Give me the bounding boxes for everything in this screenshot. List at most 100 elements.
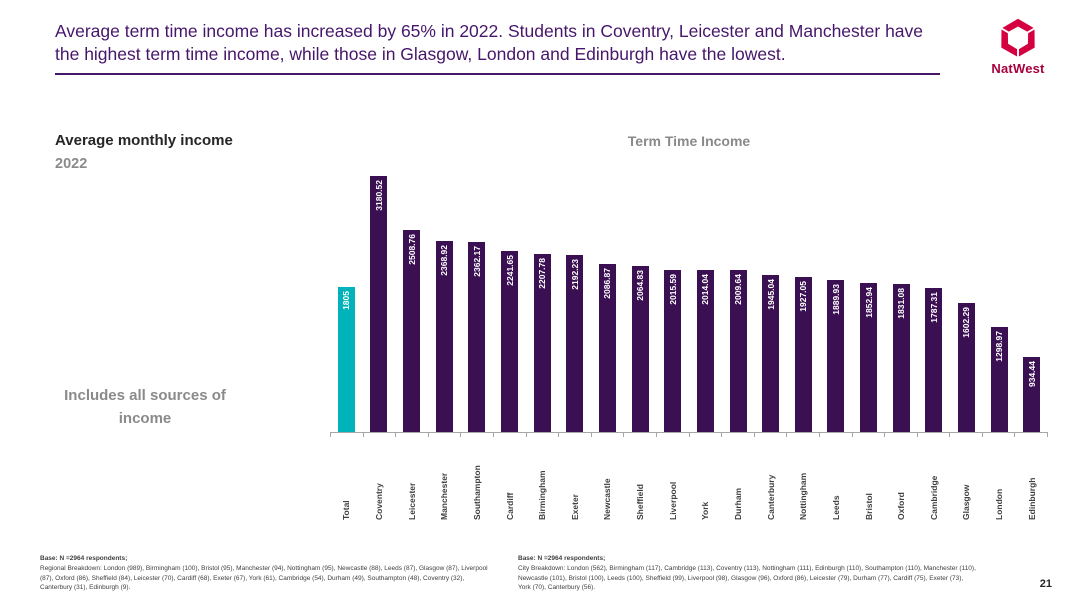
- left-heading-title: Average monthly income: [55, 132, 233, 149]
- axis-tick: [853, 433, 886, 437]
- category-label-southampton: Southampton: [461, 437, 494, 520]
- axis-tick: [820, 433, 853, 437]
- category-label-text: Total: [341, 500, 352, 520]
- category-label-glasgow: Glasgow: [950, 437, 983, 520]
- category-label-text: Liverpool: [667, 481, 678, 520]
- category-label-text: Southampton: [471, 465, 482, 520]
- bar-slot-sheffield: 2064.83: [624, 266, 657, 432]
- category-label-text: Leeds: [830, 495, 841, 520]
- category-axis-labels: Total Coventry Leicester Manchester Southamp…: [330, 437, 1048, 520]
- footnote-regional-base: Base: N =2964 respondents;: [40, 555, 128, 562]
- category-label-text: York: [700, 501, 711, 520]
- bar-value-liverpool: 2015.59: [667, 274, 678, 305]
- bar-value-manchester: 2368.92: [439, 245, 450, 276]
- bar-chart: 1805 3180.52 2508.76 2368.92 2362.17 2241.65 2…: [330, 158, 1049, 520]
- category-label-text: Exeter: [569, 494, 580, 520]
- bar-birmingham: 2207.78: [533, 254, 551, 432]
- bar-slot-exeter: 2192.23: [558, 255, 591, 432]
- axis-tick: [559, 433, 592, 437]
- axis-tick: [690, 433, 723, 437]
- bar-value-durham: 2009.64: [733, 274, 743, 305]
- category-label-liverpool: Liverpool: [656, 437, 689, 520]
- category-label-cardiff: Cardiff: [493, 437, 526, 520]
- bar-newcastle: 2086.87: [598, 264, 616, 432]
- chart-plot-area: 1805 3180.52 2508.76 2368.92 2362.17 2241.65 2…: [330, 158, 1048, 433]
- bar-southampton: 2362.17: [468, 242, 486, 432]
- bar-value-newcastle: 2086.87: [602, 268, 613, 299]
- bar-nottingham: 1927.05: [794, 277, 812, 432]
- axis-tick: [331, 433, 364, 437]
- category-label-cambridge: Cambridge: [918, 437, 951, 520]
- bar-slot-bristol: 1852.94: [852, 283, 885, 432]
- bar-total: 1805: [337, 287, 355, 432]
- bar-slot-durham: 2009.64: [722, 270, 755, 432]
- category-label-text: Bristol: [863, 493, 874, 520]
- axis-tick: [950, 433, 983, 437]
- bar-leicester: 2508.76: [403, 230, 421, 432]
- category-label-london: London: [983, 437, 1016, 520]
- bar-manchester: 2368.92: [435, 241, 453, 432]
- category-label-text: London: [994, 488, 1005, 520]
- bar-value-oxford: 1831.08: [896, 288, 907, 319]
- category-label-text: Nottingham: [798, 472, 809, 520]
- bar-slot-cambridge: 1787.31: [918, 288, 951, 432]
- bar-slot-total: 1805: [330, 287, 363, 432]
- bar-value-coventry: 3180.52: [373, 180, 384, 211]
- axis-tick: [396, 433, 429, 437]
- bar-slot-cardiff: 2241.65: [493, 251, 526, 432]
- footnote-regional: Base: N =2964 respondents; Regional Brea…: [40, 554, 492, 593]
- bar-london: 1298.97: [990, 327, 1008, 432]
- natwest-wordmark: NatWest: [991, 61, 1045, 76]
- bar-cambridge: 1787.31: [925, 288, 943, 432]
- category-label-text: Cardiff: [504, 492, 515, 520]
- category-label-manchester: Manchester: [428, 437, 461, 520]
- axis-tick: [461, 433, 494, 437]
- category-label-text: Oxford: [896, 492, 907, 520]
- bar-leeds: 1889.93: [827, 280, 845, 432]
- category-label-text: Glasgow: [961, 484, 972, 520]
- category-label-text: Birmingham: [537, 470, 548, 520]
- axis-tick: [429, 433, 462, 437]
- category-label-text: Durham: [733, 487, 743, 520]
- bar-slot-leeds: 1889.93: [820, 280, 853, 432]
- category-label-text: Leicester: [406, 482, 417, 520]
- category-label-oxford: Oxford: [885, 437, 918, 520]
- category-label-text: Edinburgh: [1026, 477, 1037, 521]
- category-label-edinburgh: Edinburgh: [1015, 437, 1048, 521]
- bar-slot-birmingham: 2207.78: [526, 254, 559, 432]
- natwest-logo: NatWest: [982, 16, 1054, 76]
- axis-tick: [657, 433, 690, 437]
- bar-value-bristol: 1852.94: [863, 287, 874, 318]
- bar-exeter: 2192.23: [566, 255, 584, 432]
- category-label-york: York: [689, 437, 722, 520]
- chart-title: Term Time Income: [627, 133, 751, 149]
- category-label-bristol: Bristol: [852, 437, 885, 520]
- footnote-city: Base: N =2964 respondents; City Breakdow…: [518, 554, 976, 593]
- bar-slot-canterbury: 1945.04: [754, 275, 787, 432]
- bar-value-cambridge: 1787.31: [928, 292, 939, 323]
- bar-value-nottingham: 1927.05: [798, 281, 809, 312]
- category-label-birmingham: Birmingham: [526, 437, 559, 520]
- category-label-canterbury: Canterbury: [754, 437, 787, 520]
- page-number: 21: [1039, 578, 1052, 590]
- category-label-newcastle: Newcastle: [591, 437, 624, 520]
- axis-tick: [787, 433, 820, 437]
- bar-value-york: 2014.04: [700, 274, 711, 305]
- left-heading-year: 2022: [55, 156, 88, 172]
- axis-ticks: [330, 433, 1049, 437]
- bar-liverpool: 2015.59: [664, 270, 682, 432]
- category-label-leeds: Leeds: [820, 437, 853, 520]
- bar-slot-glasgow: 1602.29: [950, 303, 983, 432]
- bar-bristol: 1852.94: [860, 283, 878, 432]
- axis-tick: [1015, 433, 1049, 437]
- bar-value-sheffield: 2064.83: [635, 270, 646, 301]
- category-label-nottingham: Nottingham: [787, 437, 820, 520]
- bar-value-birmingham: 2207.78: [537, 258, 548, 289]
- slide-title: Average term time income has increased b…: [55, 20, 940, 76]
- footnote-regional-text: Regional Breakdown: London (989), Birmin…: [40, 564, 488, 592]
- bar-value-edinburgh: 934.44: [1026, 361, 1037, 387]
- category-label-text: Coventry: [373, 483, 384, 520]
- axis-tick: [885, 433, 918, 437]
- category-label-durham: Durham: [722, 437, 755, 520]
